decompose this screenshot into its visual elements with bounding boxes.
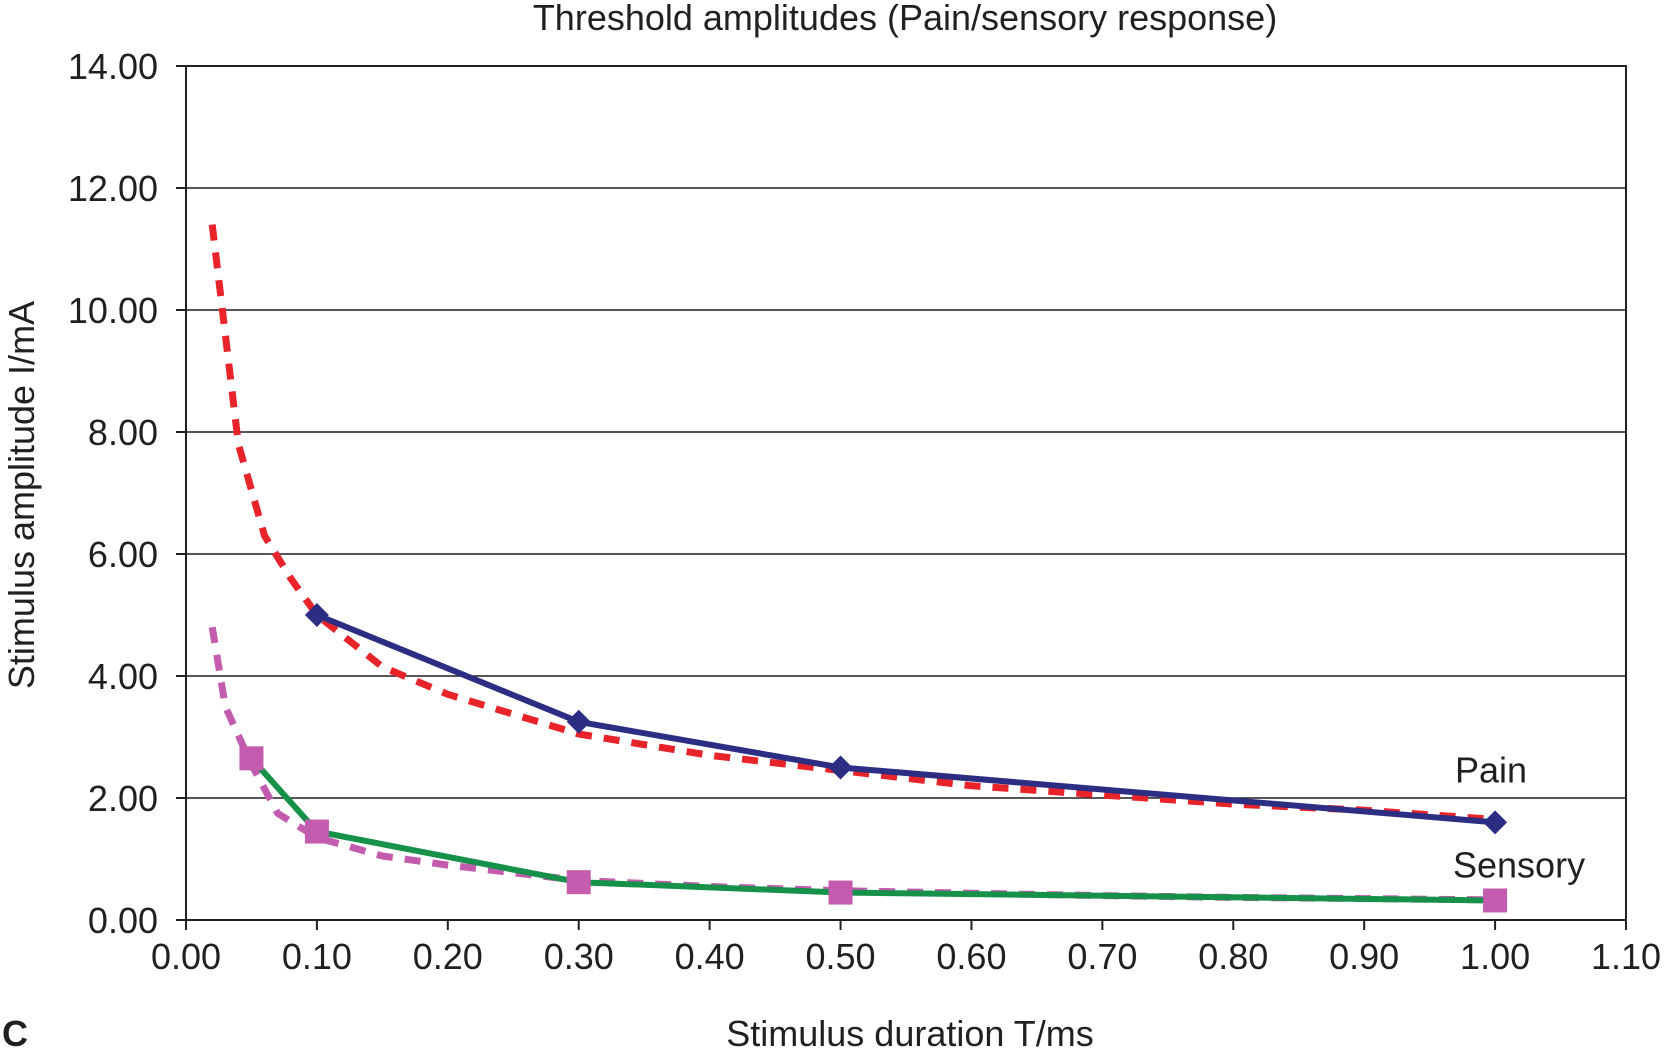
x-tick-label: 0.80 [1198, 936, 1268, 977]
pain-marker [566, 709, 591, 734]
x-tick-label: 0.10 [282, 936, 352, 977]
plot-area [185, 65, 1627, 921]
series-layer [208, 224, 1508, 913]
x-tick-label: 0.90 [1329, 936, 1399, 977]
pain-marker [304, 603, 329, 627]
sensory-marker [1483, 888, 1508, 913]
x-tick-label: 1.00 [1460, 936, 1530, 977]
panel-letter: C [2, 1013, 28, 1053]
sensory-series-label: Sensory [1453, 844, 1585, 885]
pain-line [315, 612, 1496, 826]
series-3-dashed-line [208, 626, 1496, 904]
y-axis-label: Stimulus amplitude I/mA [1, 301, 42, 689]
y-tick-label: 0.00 [88, 900, 158, 941]
sensory-marker [566, 870, 591, 895]
x-axis-label: Stimulus duration T/ms [726, 1013, 1093, 1053]
chart-title: Threshold amplitudes (Pain/sensory respo… [533, 0, 1277, 38]
x-tick-label: 0.00 [151, 936, 221, 977]
y-tick-label: 10.00 [68, 290, 158, 331]
x-tick-label: 0.40 [675, 936, 745, 977]
x-tick-label: 0.60 [936, 936, 1006, 977]
pain-marker [828, 755, 853, 780]
y-axis-ticks: 0.00 2.00 4.00 6.00 8.00 10.00 12.00 14.00 [68, 46, 186, 941]
pain-marker [1483, 810, 1508, 835]
y-tick-label: 6.00 [88, 534, 158, 575]
x-tick-label: 0.30 [544, 936, 614, 977]
x-tick-label: 1.10 [1591, 936, 1661, 977]
series-labels: Pain Sensory [1453, 749, 1585, 885]
gridlines [186, 187, 1626, 799]
sensory-line [249, 756, 1496, 904]
x-axis-ticks: 0.00 0.10 0.20 0.30 0.40 0.50 0.60 0.70 0.80 0.90… [151, 920, 1661, 977]
sensory-marker [304, 819, 329, 844]
x-tick-label: 0.70 [1067, 936, 1137, 977]
series-1-dashed-line [208, 224, 1496, 823]
pain-series-label: Pain [1455, 749, 1527, 790]
y-tick-label: 4.00 [88, 656, 158, 697]
x-tick-label: 0.50 [806, 936, 876, 977]
y-tick-label: 12.00 [68, 168, 158, 209]
y-tick-label: 2.00 [88, 778, 158, 819]
y-tick-label: 8.00 [88, 412, 158, 453]
x-tick-label: 0.20 [413, 936, 483, 977]
y-tick-label: 14.00 [68, 46, 158, 87]
sensory-marker [828, 880, 853, 905]
sensory-marker [239, 746, 264, 771]
